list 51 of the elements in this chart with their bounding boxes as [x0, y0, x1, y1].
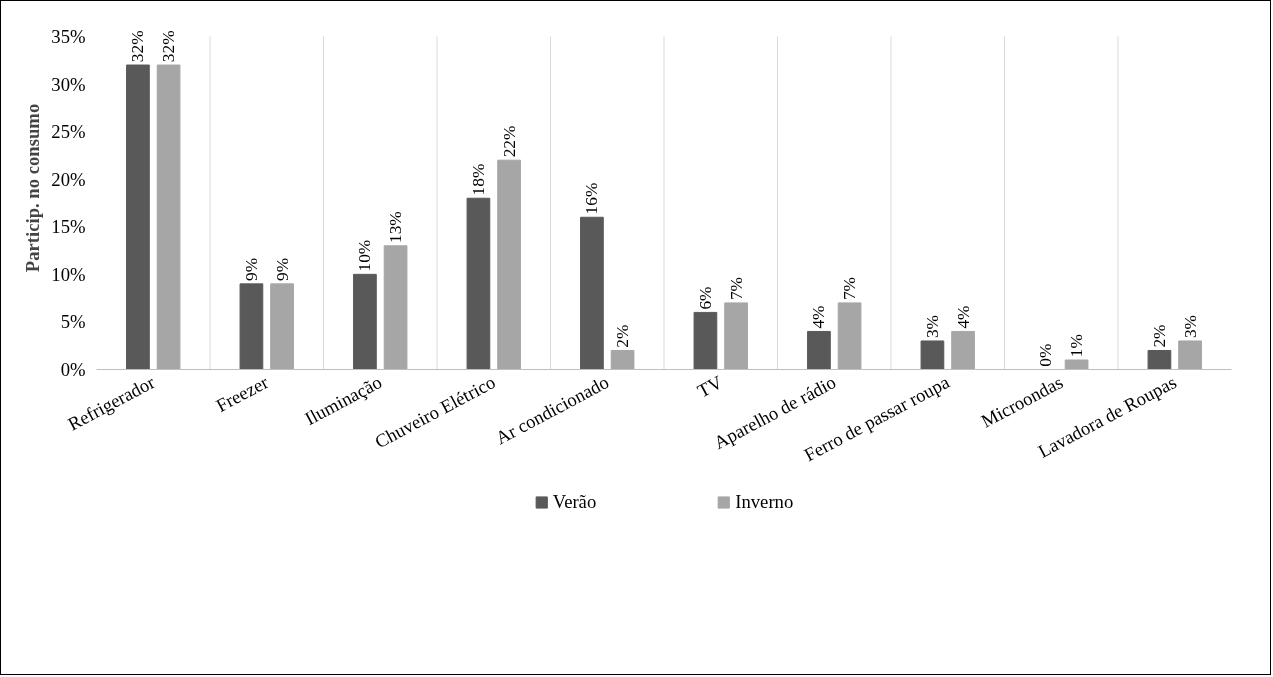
data-label: 2%	[1149, 324, 1169, 348]
bar	[837, 302, 862, 370]
data-label: 6%	[695, 286, 715, 310]
data-label: 9%	[272, 257, 292, 282]
data-label: 2%	[613, 324, 633, 348]
bar	[1064, 359, 1089, 370]
y-axis-title: Particip. no consumo	[22, 103, 44, 273]
bar	[693, 311, 718, 370]
data-label: 3%	[1180, 314, 1200, 339]
bar	[1147, 349, 1172, 370]
data-label: 7%	[840, 276, 860, 301]
y-tick-label: 5%	[60, 311, 86, 333]
bar	[383, 245, 408, 370]
bar	[239, 283, 264, 370]
data-label: 16%	[582, 182, 602, 215]
data-label: 1%	[1067, 334, 1087, 358]
y-tick-label: 15%	[51, 216, 86, 238]
data-label: 4%	[953, 305, 973, 329]
data-label: 10%	[355, 239, 375, 272]
bar	[1178, 340, 1202, 370]
data-label: 18%	[468, 163, 488, 196]
data-label: 22%	[499, 125, 519, 158]
data-label: 32%	[128, 30, 148, 63]
y-tick-label: 35%	[51, 25, 86, 47]
y-tick-label: 25%	[51, 121, 86, 143]
data-label: 13%	[386, 211, 406, 243]
data-label: 32%	[159, 30, 179, 63]
y-tick-label: 20%	[51, 168, 86, 190]
bar	[353, 273, 377, 370]
bar	[580, 216, 604, 370]
x-tick-label: TV	[693, 370, 727, 402]
data-label: 3%	[922, 314, 942, 339]
bar	[920, 340, 945, 370]
bar	[724, 302, 748, 370]
legend-label: Inverno	[735, 491, 794, 513]
bar	[497, 159, 521, 370]
bar	[807, 330, 831, 370]
legend-label: Verão	[552, 491, 597, 513]
bar	[270, 283, 294, 370]
bar	[156, 64, 181, 370]
data-label: 0%	[1036, 343, 1056, 367]
bar	[126, 64, 150, 370]
y-tick-label: 0%	[60, 359, 86, 380]
data-label: 9%	[241, 257, 261, 282]
y-tick-label: 30%	[51, 73, 86, 95]
bar	[610, 349, 635, 370]
bar	[466, 197, 491, 370]
data-label: 7%	[726, 276, 746, 301]
data-label: 4%	[809, 305, 829, 329]
bar	[951, 330, 975, 370]
y-tick-label: 10%	[51, 263, 86, 285]
